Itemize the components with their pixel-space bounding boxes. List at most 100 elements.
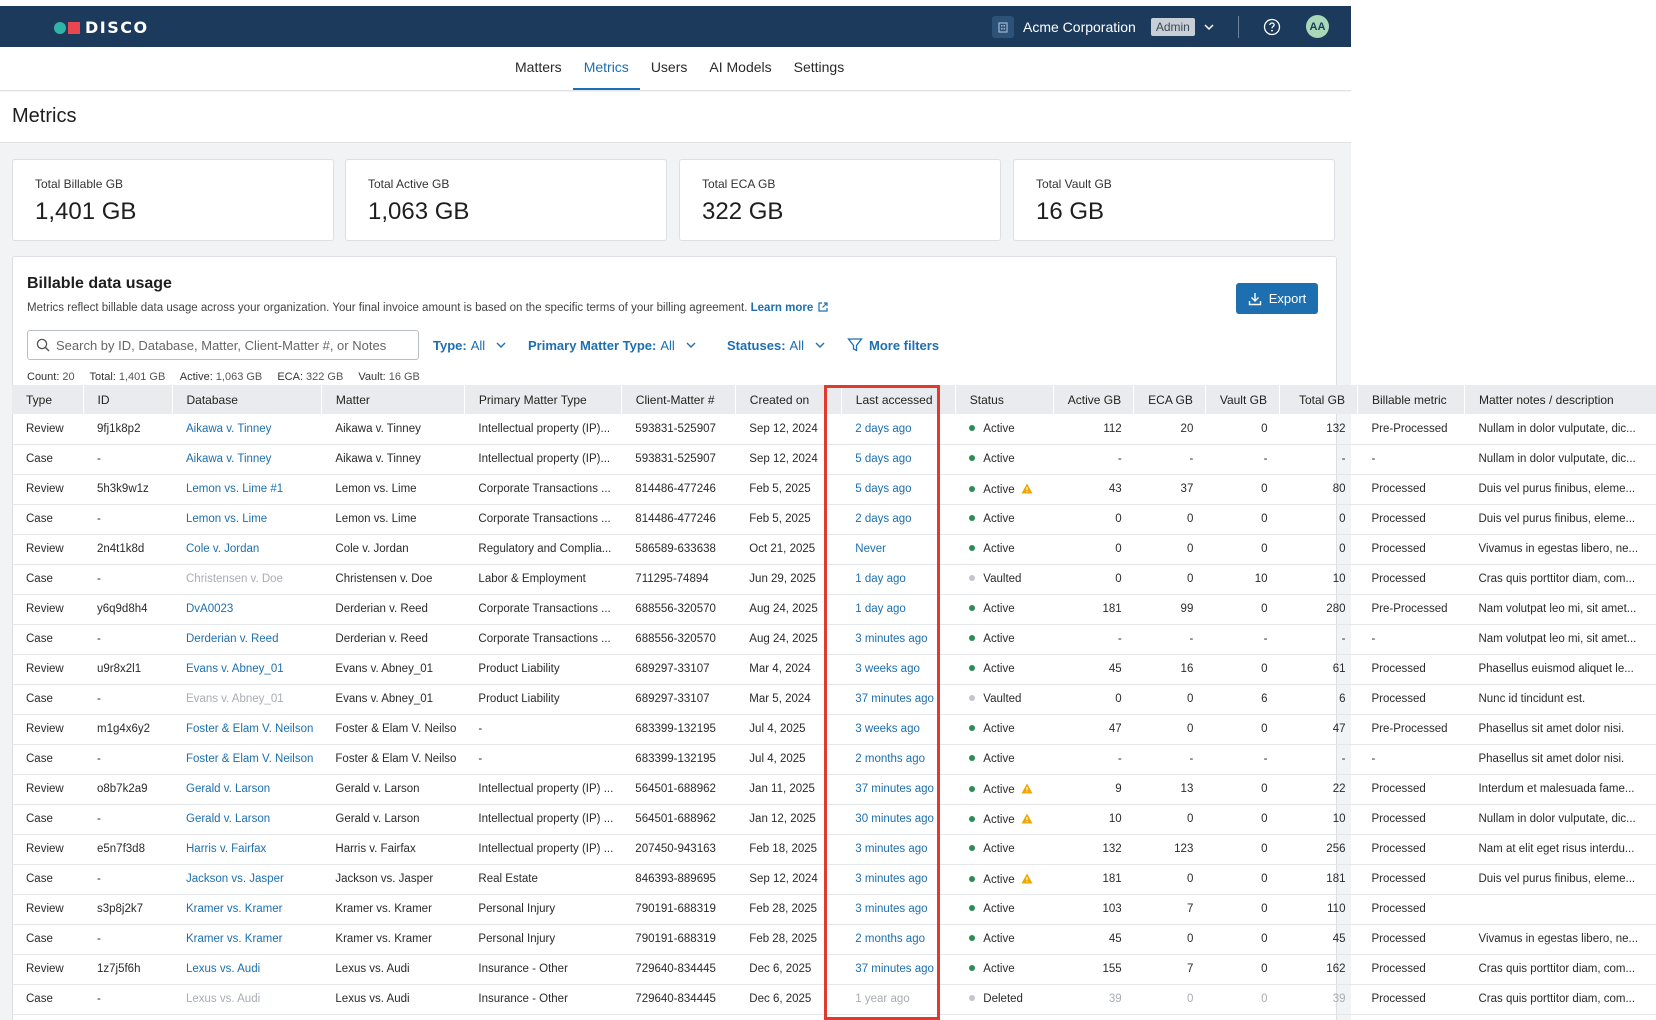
cell-database[interactable]: Kramer vs. Kramer bbox=[172, 924, 322, 955]
column-header[interactable]: Type bbox=[12, 385, 84, 414]
cell-database[interactable]: Aikawa v. Tinney bbox=[172, 414, 322, 445]
table-row[interactable]: Case - Lexus vs. Audi Lexus vs. Audi Insuran… bbox=[12, 984, 1656, 1015]
cell-last[interactable]: 1 year ago bbox=[841, 984, 956, 1015]
status-text: Active bbox=[983, 663, 1015, 675]
cell-database[interactable]: Derderian v. Reed bbox=[172, 624, 322, 655]
cell-database[interactable]: Gerald v. Larson bbox=[172, 774, 322, 805]
cell-last[interactable]: 2 months ago bbox=[841, 744, 956, 775]
column-header[interactable]: Client-Matter # bbox=[621, 385, 736, 414]
cell-last[interactable]: 2 months ago bbox=[841, 924, 956, 955]
table-row[interactable]: Review m1g4x6y2 Foster & Elam V. Neilson Fo… bbox=[12, 714, 1656, 745]
cell-last[interactable]: 5 days ago bbox=[841, 444, 956, 475]
column-header[interactable]: Status bbox=[955, 385, 1054, 414]
column-header[interactable]: Last accessed bbox=[841, 385, 956, 414]
cell-last[interactable]: 3 minutes ago bbox=[841, 864, 956, 895]
cell-database[interactable]: Lemon vs. Lime bbox=[172, 504, 322, 535]
search-box[interactable] bbox=[27, 330, 419, 360]
type-filter[interactable]: Type: All bbox=[433, 337, 509, 353]
disco-logo[interactable]: DISCO bbox=[54, 18, 149, 37]
search-input[interactable] bbox=[56, 337, 406, 353]
help-icon[interactable] bbox=[1263, 18, 1281, 36]
cell-database[interactable]: Lexus vs. Audi bbox=[172, 954, 322, 985]
table-row[interactable]: Review u9r8x2l1 Evans v. Abney_01 Evans v. … bbox=[12, 654, 1656, 685]
tab-users[interactable]: Users bbox=[650, 59, 688, 75]
cell-last[interactable]: 1 day ago bbox=[841, 564, 956, 595]
cell-cm: 814486-477246 bbox=[621, 474, 736, 505]
table-row[interactable]: Case - Gerald v. Larson Gerald v. Larson Int… bbox=[12, 804, 1656, 835]
cell-database[interactable]: Lexus vs. Audi bbox=[172, 984, 322, 1015]
cell-last[interactable]: 5 days ago bbox=[841, 474, 956, 505]
table-row[interactable]: Case - Jackson vs. Jasper Jackson vs. Jaspe… bbox=[12, 864, 1656, 895]
cell-database[interactable]: Foster & Elam V. Neilson bbox=[172, 744, 322, 775]
table-row[interactable]: Case - Evans v. Abney_01 Evans v. Abney_01 P… bbox=[12, 684, 1656, 715]
more-filters-button[interactable]: More filters bbox=[847, 337, 939, 353]
cell-database[interactable]: Kramer vs. Kramer bbox=[172, 894, 322, 925]
cell-last[interactable]: 37 minutes ago bbox=[841, 954, 956, 985]
cell-cm: 790191-688319 bbox=[621, 924, 736, 955]
statuses-filter[interactable]: Statuses: All bbox=[727, 337, 828, 353]
table-row[interactable]: Case - Lemon vs. Lime Lemon vs. Lime Corpora… bbox=[12, 504, 1656, 535]
cell-last[interactable]: 2 days ago bbox=[841, 414, 956, 445]
cell-database[interactable]: Harris v. Fairfax bbox=[172, 834, 322, 865]
cell-database[interactable]: Evans v. Abney_01 bbox=[172, 684, 322, 715]
table-row[interactable]: Review 2n4t1k8d Cole v. Jordan Cole v. Jord… bbox=[12, 534, 1656, 565]
tab-ai-models[interactable]: AI Models bbox=[709, 59, 772, 75]
cell-database[interactable]: Aikawa v. Tinney bbox=[172, 444, 322, 475]
tab-metrics[interactable]: Metrics bbox=[572, 47, 640, 90]
column-header[interactable]: Database bbox=[172, 385, 322, 414]
cell-last[interactable]: 3 minutes ago bbox=[841, 894, 956, 925]
column-header[interactable]: Active GB bbox=[1053, 385, 1135, 414]
avatar[interactable]: AA bbox=[1306, 15, 1329, 38]
export-button[interactable]: Export bbox=[1236, 283, 1318, 314]
cell-database[interactable]: DvA0023 bbox=[172, 594, 322, 625]
primary-matter-type-filter[interactable]: Primary Matter Type: All bbox=[528, 337, 699, 353]
cell-database[interactable]: Evans v. Abney_01 bbox=[172, 654, 322, 685]
column-header[interactable]: Created on bbox=[735, 385, 842, 414]
cell-notes: Duis vel purus finibus, eleme... bbox=[1464, 504, 1656, 535]
cell-last[interactable]: 1 day ago bbox=[841, 594, 956, 625]
tab-matters[interactable]: Matters bbox=[515, 59, 562, 75]
table-row[interactable]: Case - Foster & Elam V. Neilson Foster & El… bbox=[12, 744, 1656, 775]
org-switcher[interactable]: Acme Corporation Admin bbox=[992, 16, 1217, 38]
cell-last[interactable]: 3 minutes ago bbox=[841, 624, 956, 655]
column-header[interactable]: Billable metric bbox=[1357, 385, 1465, 414]
cell-last[interactable]: 3 weeks ago bbox=[841, 714, 956, 745]
cell-last[interactable]: 3 weeks ago bbox=[841, 654, 956, 685]
table-row[interactable]: Review 1z7j5f6h Lexus vs. Audi Lexus vs. Au… bbox=[12, 954, 1656, 985]
cell-last[interactable]: 30 minutes ago bbox=[841, 804, 956, 835]
table-row[interactable]: Case - Christensen v. Doe Christensen v. Do… bbox=[12, 564, 1656, 595]
column-header[interactable]: ECA GB bbox=[1133, 385, 1206, 414]
cell-last[interactable]: 3 minutes ago bbox=[841, 834, 956, 865]
table-row[interactable]: Review 5h3k9w1z Lemon vs. Lime #1 Lemon vs.… bbox=[12, 474, 1656, 505]
column-header[interactable]: Primary Matter Type bbox=[464, 385, 622, 414]
table-row[interactable]: Case - Kramer vs. Kramer Kramer vs. Kramer P… bbox=[12, 924, 1656, 955]
cell-database[interactable]: Christensen v. Doe bbox=[172, 564, 322, 595]
cell-last[interactable]: 37 minutes ago bbox=[841, 774, 956, 805]
cell-last[interactable]: Never bbox=[841, 534, 956, 565]
column-header[interactable]: Matter notes / description bbox=[1464, 385, 1656, 414]
cell-database[interactable]: Gerald v. Larson bbox=[172, 804, 322, 835]
warning-icon[interactable] bbox=[1021, 783, 1033, 794]
column-header[interactable]: Matter bbox=[321, 385, 465, 414]
warning-icon[interactable] bbox=[1021, 813, 1033, 824]
table-row[interactable]: Review o8b7k2a9 Gerald v. Larson Gerald v. … bbox=[12, 774, 1656, 805]
warning-icon[interactable] bbox=[1021, 873, 1033, 884]
table-row[interactable]: Review y6q9d8h4 DvA0023 Derderian v. Reed Co… bbox=[12, 594, 1656, 625]
table-row[interactable]: Case - Derderian v. Reed Derderian v. Reed C… bbox=[12, 624, 1656, 655]
warning-icon[interactable] bbox=[1021, 483, 1033, 494]
learn-more-link[interactable]: Learn more bbox=[751, 302, 830, 314]
table-row[interactable]: Case - Aikawa v. Tinney Aikawa v. Tinney Int… bbox=[12, 444, 1656, 475]
cell-database[interactable]: Lemon vs. Lime #1 bbox=[172, 474, 322, 505]
table-row[interactable]: Review 9fj1k8p2 Aikawa v. Tinney Aikawa v. … bbox=[12, 414, 1656, 445]
column-header[interactable]: Vault GB bbox=[1205, 385, 1280, 414]
table-row[interactable]: Review s3p8j2k7 Kramer vs. Kramer Kramer vs… bbox=[12, 894, 1656, 925]
cell-database[interactable]: Jackson vs. Jasper bbox=[172, 864, 322, 895]
cell-last[interactable]: 37 minutes ago bbox=[841, 684, 956, 715]
tab-settings[interactable]: Settings bbox=[793, 59, 845, 75]
cell-database[interactable]: Cole v. Jordan bbox=[172, 534, 322, 565]
column-header[interactable]: ID bbox=[83, 385, 173, 414]
table-row[interactable]: Review e5n7f3d8 Harris v. Fairfax Harris v.… bbox=[12, 834, 1656, 865]
cell-database[interactable]: Foster & Elam V. Neilson bbox=[172, 714, 322, 745]
column-header[interactable]: Total GB bbox=[1279, 385, 1358, 414]
cell-last[interactable]: 2 days ago bbox=[841, 504, 956, 535]
